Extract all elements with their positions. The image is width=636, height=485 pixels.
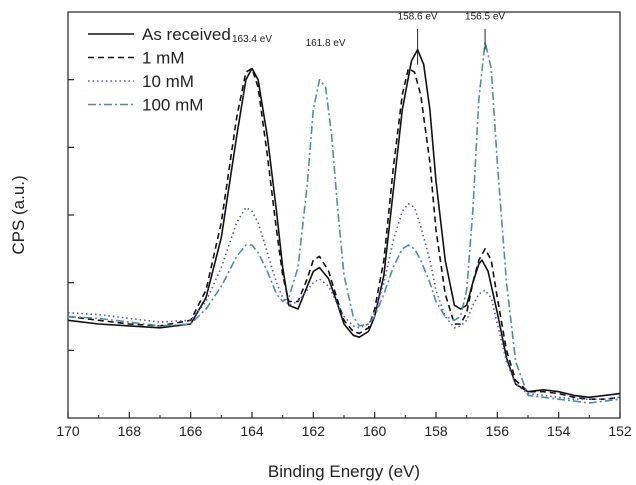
peak-label: 163.4 eV	[232, 34, 272, 45]
legend-label: As received	[142, 25, 231, 44]
legend: As received 1 mM 10 mM 100 mM	[88, 25, 231, 115]
legend-label: 100 mM	[142, 96, 203, 115]
series-line-0	[67, 48, 621, 399]
axis-ticks: 170 168 166 164 162 160 158 156 154 152	[56, 79, 632, 439]
series-line-3	[67, 41, 621, 404]
legend-label: 1 mM	[142, 49, 185, 68]
series-line-1	[67, 67, 621, 400]
x-tick-label: 170	[56, 423, 80, 439]
x-tick-label: 160	[363, 423, 387, 439]
x-tick-label: 158	[424, 423, 448, 439]
peak-annotations: 163.4 eV 161.8 eV 158.6 eV 156.5 eV	[232, 12, 505, 65]
x-tick-label: 164	[240, 423, 264, 439]
x-tick-label: 152	[608, 423, 632, 439]
x-tick-label: 154	[547, 423, 571, 439]
peak-label: 161.8 eV	[306, 38, 346, 49]
x-axis-label: Binding Energy (eV)	[268, 462, 420, 481]
series-line-2	[67, 202, 621, 400]
legend-label: 10 mM	[142, 72, 194, 91]
y-axis-label: CPS (a.u.)	[9, 175, 28, 254]
peak-label: 158.6 eV	[398, 12, 438, 23]
series-lines	[67, 41, 621, 404]
x-tick-label: 156	[486, 423, 510, 439]
x-tick-label: 168	[118, 423, 142, 439]
x-tick-label: 166	[179, 423, 203, 439]
x-tick-label: 162	[302, 423, 326, 439]
peak-label: 156.5 eV	[465, 12, 505, 23]
